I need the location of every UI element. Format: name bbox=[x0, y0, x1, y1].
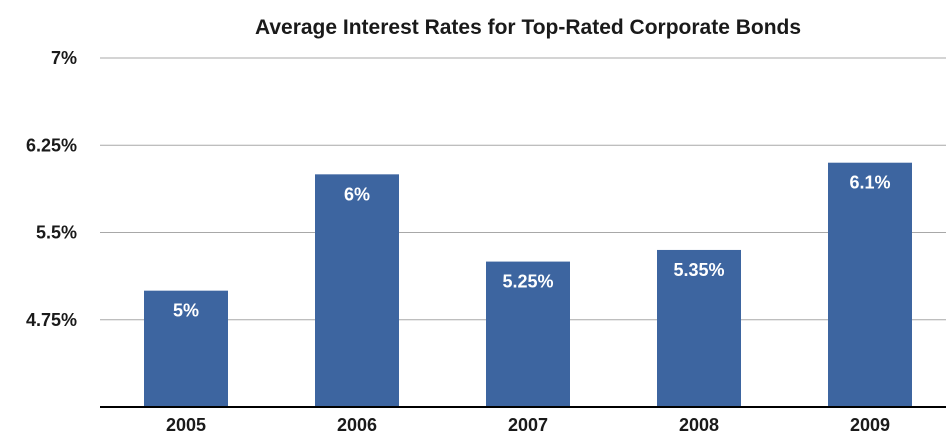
y-tick-label: 5.5% bbox=[36, 223, 77, 243]
bar-2008 bbox=[657, 249, 741, 407]
data-label: 5.35% bbox=[673, 260, 724, 280]
y-tick-label: 4.75% bbox=[26, 310, 77, 330]
x-tick-label: 2007 bbox=[508, 415, 548, 434]
bar-2009 bbox=[828, 162, 912, 407]
y-tick-label: 6.25% bbox=[26, 135, 77, 155]
x-tick-label: 2009 bbox=[850, 415, 890, 434]
x-tick-label: 2008 bbox=[679, 415, 719, 434]
chart-title: Average Interest Rates for Top-Rated Cor… bbox=[255, 16, 801, 39]
y-axis-ticks: 4.75% 5.5% 6.25% 7% bbox=[26, 48, 77, 330]
bar-2007 bbox=[486, 261, 570, 407]
x-tick-label: 2005 bbox=[166, 415, 206, 434]
data-label: 5% bbox=[173, 301, 199, 321]
bar-2005 bbox=[144, 290, 228, 407]
y-tick-label: 7% bbox=[51, 48, 77, 68]
data-label: 5.25% bbox=[502, 272, 553, 292]
bar-2006 bbox=[315, 174, 399, 407]
data-label: 6% bbox=[344, 184, 370, 204]
data-label: 6.1% bbox=[849, 173, 890, 193]
bars: 5% 6% 5.25% 5.35% 6.1% bbox=[144, 162, 912, 407]
x-tick-label: 2006 bbox=[337, 415, 377, 434]
x-axis-ticks: 2005 2006 2007 2008 2009 bbox=[166, 415, 890, 434]
